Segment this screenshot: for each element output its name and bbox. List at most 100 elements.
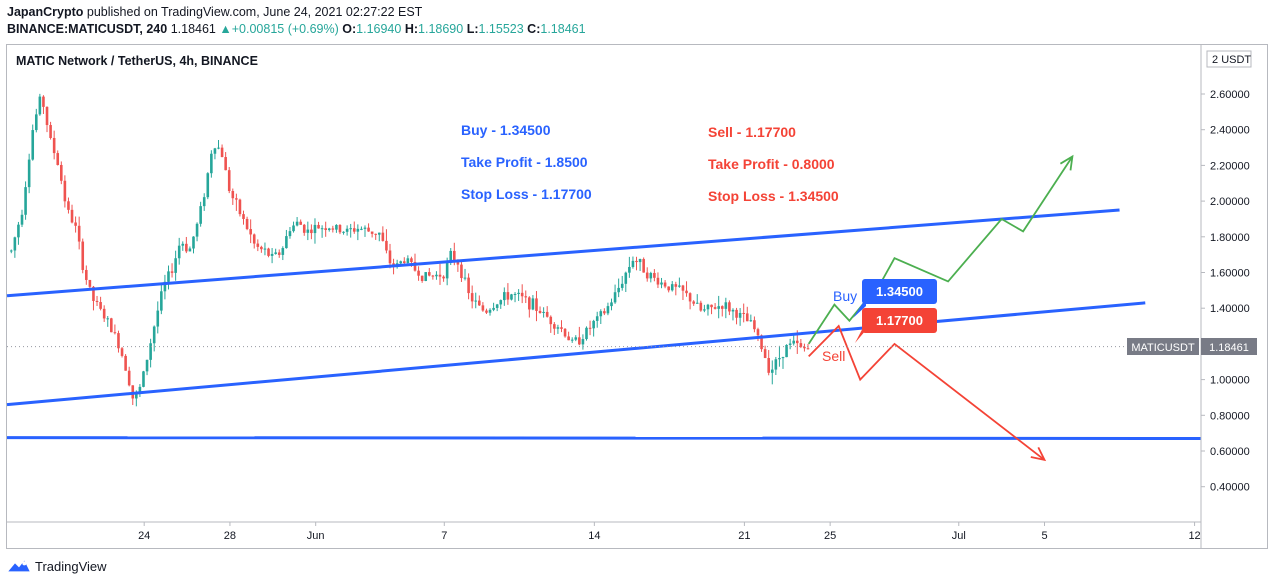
y-tick-label: 1.80000 [1210,232,1250,244]
buy-plan-take-profit: Take Profit - 1.8500 [461,154,588,170]
candle-body [720,306,724,309]
candle-body [803,346,806,349]
candle-body [13,237,17,251]
candle-body [263,248,267,250]
candle-body [460,264,463,279]
buy-label: Buy [833,288,857,304]
candle-body [274,252,277,254]
symbol-label: BINANCE:MATICUSDT, 240 [7,22,168,36]
current-price-label: 1.18461 [1209,342,1249,354]
candle-body [745,313,749,322]
candle-body [135,393,138,399]
candle-body [710,304,713,308]
candle-body [567,336,570,341]
candle-body [449,250,453,263]
bull-projection-path-arrowhead [1059,154,1074,171]
candle-body [235,198,238,200]
candle-body [735,309,738,318]
candle-body [138,386,142,394]
candle-body [624,272,628,284]
candle-body [685,290,688,294]
currency-number: 2 [1212,54,1218,66]
candle-body [360,228,363,230]
candle-body [478,300,481,306]
candle-body [160,291,163,311]
candle-body [517,292,520,294]
candle-body [463,277,467,279]
candle-body [306,229,310,233]
candle-body [581,339,585,345]
candle-body [631,260,635,267]
candle-body [206,173,210,198]
candle-body [656,277,660,285]
candle-body [124,355,127,371]
ohlc-bar: BINANCE:MATICUSDT, 240 1.18461 ▲+0.00815… [7,22,586,36]
candle-body [92,286,95,301]
candle-body [695,302,699,304]
y-tick-label: 2.40000 [1210,125,1250,137]
candle-body [327,228,331,231]
y-tick-label: 0.40000 [1210,482,1250,494]
candle-body [474,300,478,302]
candle-body [199,206,202,224]
candle-body [538,310,542,313]
candle-body [345,228,349,232]
x-tick-label: Jun [307,530,325,542]
candle-body [238,199,242,215]
candle-body [313,224,317,234]
candle-body [488,309,492,313]
candle-body [177,245,181,259]
candle-body [674,284,678,287]
candle-body [756,329,760,336]
candle-body [252,234,256,244]
buy-plan-entry: Buy - 1.34500 [461,122,551,138]
candle-body [149,343,152,360]
candle-body [553,324,556,329]
candle-body [113,332,117,334]
candle-body [363,227,367,229]
candle-body [728,302,731,312]
currency-unit: USDT [1221,54,1251,66]
candle-body [574,337,578,340]
chart-frame [6,44,1268,549]
candle-body [681,285,685,291]
x-tick-label: 12 [1188,530,1200,542]
candle-body [467,277,470,294]
candle-body [31,130,35,160]
bull-projection-path [807,156,1074,345]
candle-body [74,222,77,226]
candle-body [9,250,13,252]
candle-body [692,301,695,304]
candle-body [595,316,599,321]
x-tick-label: 14 [588,530,600,542]
y-tick-label: 2.60000 [1210,89,1250,101]
candle-body [302,224,306,233]
candle-body [67,201,70,210]
candle-body [613,292,617,303]
candle-body [256,243,260,247]
candle-body [524,296,528,298]
candle-body [188,248,192,252]
candle-body [156,310,160,327]
candle-body [213,148,217,154]
currency-box[interactable] [1206,50,1252,68]
candle-body [606,306,610,314]
candle-body [224,157,227,171]
candle-body [778,358,781,360]
candle-body [267,248,270,256]
candle-body [220,147,224,158]
buy-price-tag: 1.34500 [876,284,923,299]
sell-plan-entry: Sell - 1.17700 [708,124,796,140]
candle-body [453,250,456,262]
candle-body [545,311,549,317]
footer: TradingView [7,558,107,574]
candle-body [27,159,31,188]
buy-plan-stop-loss: Stop Loss - 1.17700 [461,186,592,202]
candle-body [210,153,213,174]
candle-body [599,311,603,317]
candle-body [699,302,703,311]
candle-body [127,370,131,386]
candle-body [578,337,581,345]
candle-body [663,282,667,287]
